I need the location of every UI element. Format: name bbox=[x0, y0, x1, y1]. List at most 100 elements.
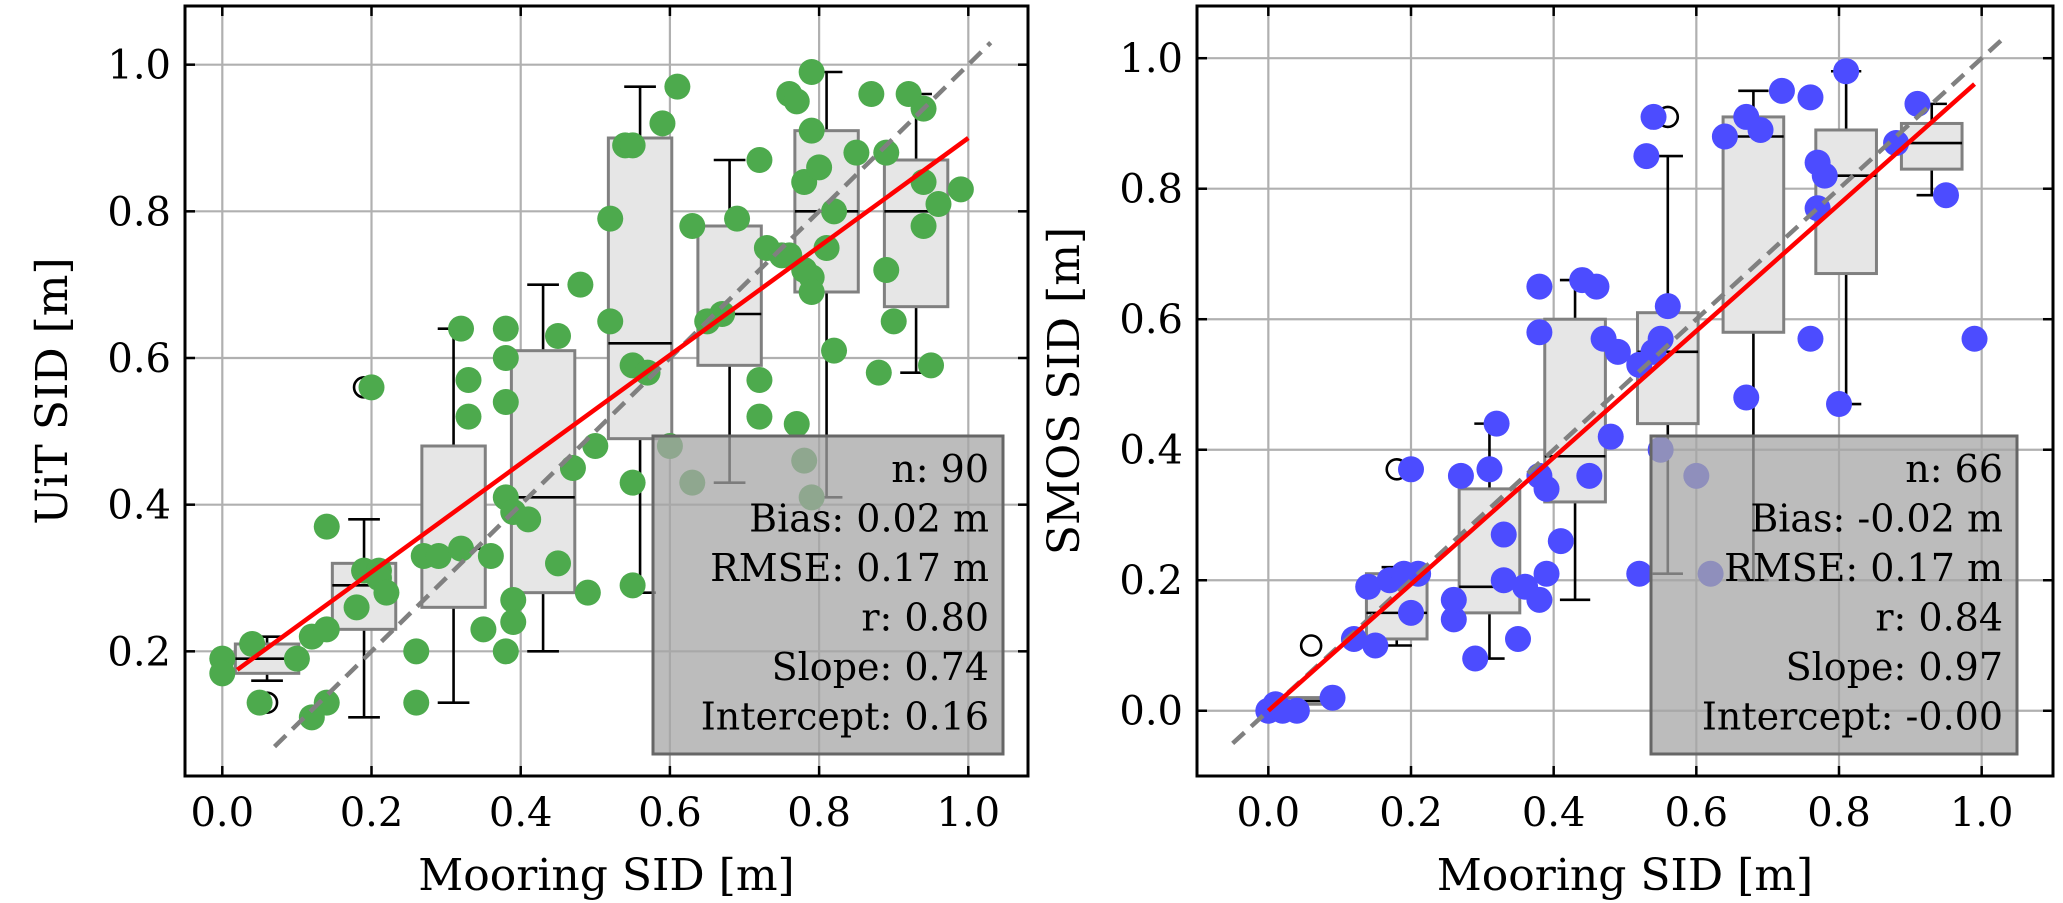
data-point bbox=[880, 308, 907, 335]
data-point bbox=[1640, 103, 1667, 130]
data-point bbox=[1490, 567, 1517, 594]
data-point bbox=[873, 139, 900, 166]
x-axis-label: Mooring SID [m] bbox=[418, 850, 794, 901]
data-point bbox=[1547, 528, 1574, 555]
data-point bbox=[1654, 293, 1681, 320]
stats-line: r: 0.80 bbox=[861, 596, 989, 640]
data-point bbox=[515, 506, 542, 533]
data-point bbox=[783, 411, 810, 437]
data-point bbox=[813, 235, 840, 261]
stats-line: Intercept: -0.00 bbox=[1702, 695, 2003, 739]
data-point bbox=[724, 205, 751, 232]
x-tick-label: 0.0 bbox=[190, 790, 254, 836]
data-point bbox=[373, 579, 400, 606]
data-point bbox=[1933, 182, 1959, 209]
data-point bbox=[455, 367, 482, 393]
data-point bbox=[209, 660, 236, 687]
stats-line: RMSE: 0.17 m bbox=[1724, 546, 2003, 590]
data-point bbox=[1462, 645, 1489, 672]
y-tick-label: 0.2 bbox=[1119, 558, 1183, 604]
data-point bbox=[1526, 273, 1553, 300]
data-point bbox=[470, 616, 497, 643]
data-point bbox=[1533, 475, 1560, 502]
data-point bbox=[1633, 143, 1660, 170]
data-point bbox=[283, 645, 310, 672]
data-point bbox=[1583, 273, 1610, 300]
data-point bbox=[1362, 632, 1389, 659]
data-point bbox=[821, 337, 848, 364]
data-point bbox=[1647, 325, 1674, 352]
data-point bbox=[500, 587, 527, 613]
data-point bbox=[358, 374, 385, 401]
stats-line: Slope: 0.74 bbox=[772, 645, 989, 689]
data-point bbox=[783, 88, 810, 115]
data-point bbox=[1440, 606, 1467, 633]
data-point bbox=[1797, 84, 1824, 111]
data-point bbox=[492, 345, 519, 371]
data-point bbox=[619, 132, 646, 159]
data-point bbox=[746, 367, 773, 393]
data-point bbox=[1626, 560, 1653, 587]
x-tick-label: 1.0 bbox=[1950, 790, 2014, 836]
data-point bbox=[1398, 599, 1424, 626]
stats-line: Intercept: 0.16 bbox=[701, 695, 989, 739]
y-axis-label: UiT SID [m] bbox=[27, 257, 78, 524]
y-tick-label: 1.0 bbox=[107, 43, 171, 89]
data-point bbox=[1833, 58, 1860, 85]
data-point bbox=[1355, 573, 1382, 600]
y-tick-label: 0.6 bbox=[1119, 297, 1183, 343]
data-point bbox=[1604, 338, 1631, 365]
x-tick-label: 0.0 bbox=[1237, 790, 1301, 836]
data-point bbox=[477, 543, 504, 569]
data-point bbox=[246, 689, 273, 716]
axes-frame bbox=[183, 4, 1030, 778]
data-point bbox=[574, 579, 601, 606]
data-point bbox=[798, 59, 825, 85]
data-point bbox=[865, 359, 892, 386]
data-point bbox=[1476, 456, 1503, 483]
y-tick-label: 0.6 bbox=[107, 336, 171, 382]
data-point bbox=[313, 616, 340, 643]
data-point bbox=[746, 147, 773, 173]
data-point bbox=[559, 455, 586, 481]
data-point bbox=[492, 638, 519, 665]
data-point bbox=[1768, 77, 1795, 104]
data-point bbox=[500, 609, 527, 635]
data-point bbox=[545, 550, 572, 577]
x-axis-label: Mooring SID [m] bbox=[1437, 850, 1813, 901]
y-tick-label: 0.4 bbox=[1119, 428, 1183, 474]
data-point bbox=[545, 323, 572, 349]
stats-line: Slope: 0.97 bbox=[1786, 645, 2003, 689]
data-point bbox=[582, 433, 609, 459]
data-point bbox=[1797, 325, 1824, 352]
data-point bbox=[925, 191, 952, 217]
smos-scatter-panel: n: 66 Bias: -0.02 m RMSE: 0.17 m r: 0.84 Slo… bbox=[1039, 4, 2055, 901]
data-point bbox=[1526, 586, 1553, 613]
y-tick-label: 1.0 bbox=[1119, 36, 1183, 82]
data-point bbox=[1440, 586, 1467, 613]
stats-line: Bias: 0.02 m bbox=[749, 497, 989, 541]
data-point bbox=[873, 257, 900, 283]
y-axis-label: SMOS SID [m] bbox=[1039, 227, 1090, 555]
data-point bbox=[746, 403, 773, 430]
boxplot-box bbox=[1543, 317, 1607, 504]
boxplot-box bbox=[1899, 121, 1964, 171]
data-point bbox=[1398, 456, 1424, 483]
data-point bbox=[1483, 410, 1510, 437]
data-point bbox=[343, 594, 370, 621]
x-tick-label: 0.8 bbox=[787, 790, 851, 836]
stats-line: n: 90 bbox=[891, 447, 989, 491]
stats-box bbox=[1649, 434, 2019, 756]
data-point bbox=[798, 279, 825, 305]
data-point bbox=[448, 535, 475, 562]
data-point bbox=[649, 110, 676, 137]
data-point bbox=[1340, 625, 1367, 652]
x-tick-label: 0.8 bbox=[1807, 790, 1871, 836]
stats-line: RMSE: 0.17 m bbox=[710, 546, 989, 590]
data-point bbox=[1283, 697, 1310, 724]
x-tick-label: 0.2 bbox=[340, 790, 404, 836]
data-point bbox=[910, 213, 937, 239]
data-point bbox=[313, 689, 340, 716]
data-point bbox=[1733, 384, 1760, 411]
